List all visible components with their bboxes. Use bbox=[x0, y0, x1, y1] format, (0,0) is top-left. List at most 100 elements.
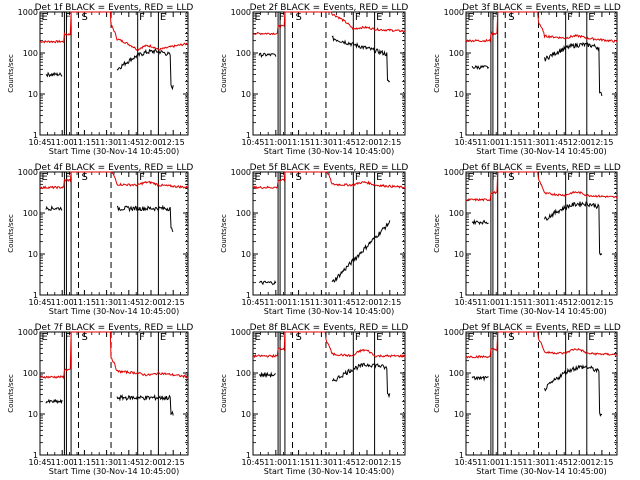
region-label: E bbox=[41, 12, 47, 23]
y-tick-label: 10 bbox=[241, 90, 251, 99]
x-tick-label: 12:00 bbox=[139, 458, 162, 467]
x-tick-label: 10:45 bbox=[28, 138, 51, 147]
y-tick-label: 1 bbox=[246, 291, 251, 300]
series-lld-line bbox=[252, 331, 406, 359]
plot-frame bbox=[252, 171, 406, 296]
region-label: F bbox=[355, 332, 361, 343]
region-label: E bbox=[41, 332, 47, 343]
region-label: E bbox=[376, 12, 382, 23]
x-tick-label: 11:00 bbox=[264, 458, 287, 467]
chart-title: Det 6f BLACK = Events, RED = LLD bbox=[462, 163, 621, 173]
x-tick-label: 11:15 bbox=[73, 298, 96, 307]
region-label: F bbox=[492, 332, 498, 343]
x-tick-label: 11:00 bbox=[51, 138, 74, 147]
series-events-line bbox=[258, 52, 277, 59]
region-label: S bbox=[508, 332, 514, 343]
series-events-line bbox=[331, 35, 390, 83]
x-tick-label: 10:45 bbox=[241, 458, 264, 467]
x-tick-label: 11:45 bbox=[117, 298, 140, 307]
series-lld-line bbox=[39, 171, 189, 190]
chart-panel-9: Det 9f BLACK = Events, RED = LLD Counts/s… bbox=[433, 323, 621, 476]
series-events-line bbox=[259, 279, 277, 286]
region-label: F bbox=[279, 12, 285, 23]
chart-title: Det 4f BLACK = Events, RED = LLD bbox=[35, 163, 194, 173]
series-events-line bbox=[45, 71, 63, 78]
x-tick-label: 11:45 bbox=[117, 458, 140, 467]
y-tick-label: 1000 bbox=[231, 8, 251, 17]
x-tick-label: 11:45 bbox=[545, 138, 568, 147]
x-tick-label: 11:45 bbox=[545, 298, 568, 307]
y-tick-label: 1 bbox=[246, 451, 251, 460]
x-axis-label: Start Time (30-Nov-14 10:45:00) bbox=[476, 147, 606, 156]
x-axis-label: Start Time (30-Nov-14 10:45:00) bbox=[264, 147, 394, 156]
y-tick-label: 100 bbox=[23, 209, 38, 218]
x-tick-label: 11:30 bbox=[95, 138, 118, 147]
x-tick-label: 11:15 bbox=[500, 458, 523, 467]
x-tick-label: 11:45 bbox=[333, 138, 356, 147]
region-label: F bbox=[567, 332, 573, 343]
region-label: E bbox=[588, 12, 594, 23]
x-tick-label: 10:45 bbox=[28, 298, 51, 307]
chart-panel-3: Det 3f BLACK = Events, RED = LLD Counts/s… bbox=[433, 3, 621, 156]
y-tick-label: 100 bbox=[236, 209, 251, 218]
region-label: E bbox=[160, 12, 166, 23]
x-axis-label: Start Time (30-Nov-14 10:45:00) bbox=[476, 467, 606, 476]
x-tick-label: 11:45 bbox=[333, 458, 356, 467]
region-label: S bbox=[81, 332, 87, 343]
chart-title: Det 7f BLACK = Events, RED = LLD bbox=[35, 323, 194, 333]
y-axis-label: Counts/sec bbox=[7, 374, 15, 413]
series-lld-line bbox=[465, 331, 618, 359]
y-tick-label: 1000 bbox=[231, 328, 251, 337]
region-label: E bbox=[160, 172, 166, 183]
x-tick-label: 10:45 bbox=[454, 298, 477, 307]
x-tick-label: 12:00 bbox=[355, 138, 378, 147]
x-tick-label: 11:30 bbox=[522, 298, 545, 307]
region-label: S bbox=[296, 332, 302, 343]
chart-panel-7: Det 7f BLACK = Events, RED = LLD Counts/s… bbox=[7, 323, 193, 476]
region-label: F bbox=[65, 12, 71, 23]
y-tick-label: 1 bbox=[246, 131, 251, 140]
x-tick-label: 11:30 bbox=[95, 298, 118, 307]
region-label: F bbox=[355, 12, 361, 23]
y-tick-label: 100 bbox=[449, 49, 464, 58]
y-tick-label: 100 bbox=[236, 49, 251, 58]
series-events-line bbox=[45, 398, 63, 405]
series-lld-line bbox=[465, 171, 618, 202]
x-tick-label: 11:15 bbox=[287, 458, 310, 467]
y-tick-label: 100 bbox=[23, 369, 38, 378]
y-axis-label: Counts/sec bbox=[7, 214, 15, 253]
region-label: F bbox=[279, 332, 285, 343]
x-tick-label: 10:45 bbox=[454, 458, 477, 467]
y-axis-label: Counts/sec bbox=[433, 214, 441, 253]
region-label: S bbox=[81, 12, 87, 23]
x-tick-label: 11:00 bbox=[264, 138, 287, 147]
y-tick-label: 1000 bbox=[231, 168, 251, 177]
region-label: E bbox=[41, 172, 47, 183]
region-label: F bbox=[492, 12, 498, 23]
y-tick-label: 10 bbox=[454, 250, 464, 259]
y-tick-label: 1 bbox=[459, 291, 464, 300]
y-axis-label: Counts/sec bbox=[433, 374, 441, 413]
x-tick-label: 11:45 bbox=[545, 458, 568, 467]
y-tick-label: 1 bbox=[33, 451, 38, 460]
x-tick-label: 12:15 bbox=[590, 298, 613, 307]
x-axis-label: Start Time (30-Nov-14 10:45:00) bbox=[476, 307, 606, 316]
y-tick-label: 1000 bbox=[444, 168, 464, 177]
x-tick-label: 12:00 bbox=[139, 298, 162, 307]
x-tick-label: 11:00 bbox=[264, 298, 287, 307]
series-events-line bbox=[544, 201, 603, 256]
region-label: F bbox=[567, 12, 573, 23]
series-events-line bbox=[471, 375, 489, 382]
chart-panel-6: Det 6f BLACK = Events, RED = LLD Counts/s… bbox=[433, 163, 621, 316]
y-tick-label: 10 bbox=[454, 90, 464, 99]
chart-panel-5: Det 5f BLACK = Events, RED = LLD Counts/s… bbox=[220, 163, 408, 316]
x-tick-label: 12:15 bbox=[162, 458, 185, 467]
x-tick-label: 12:15 bbox=[162, 138, 185, 147]
x-tick-label: 12:00 bbox=[355, 458, 378, 467]
series-events-line bbox=[471, 218, 489, 226]
x-tick-label: 11:30 bbox=[310, 298, 333, 307]
x-tick-label: 12:00 bbox=[139, 138, 162, 147]
x-tick-label: 11:30 bbox=[310, 138, 333, 147]
y-tick-label: 100 bbox=[449, 209, 464, 218]
